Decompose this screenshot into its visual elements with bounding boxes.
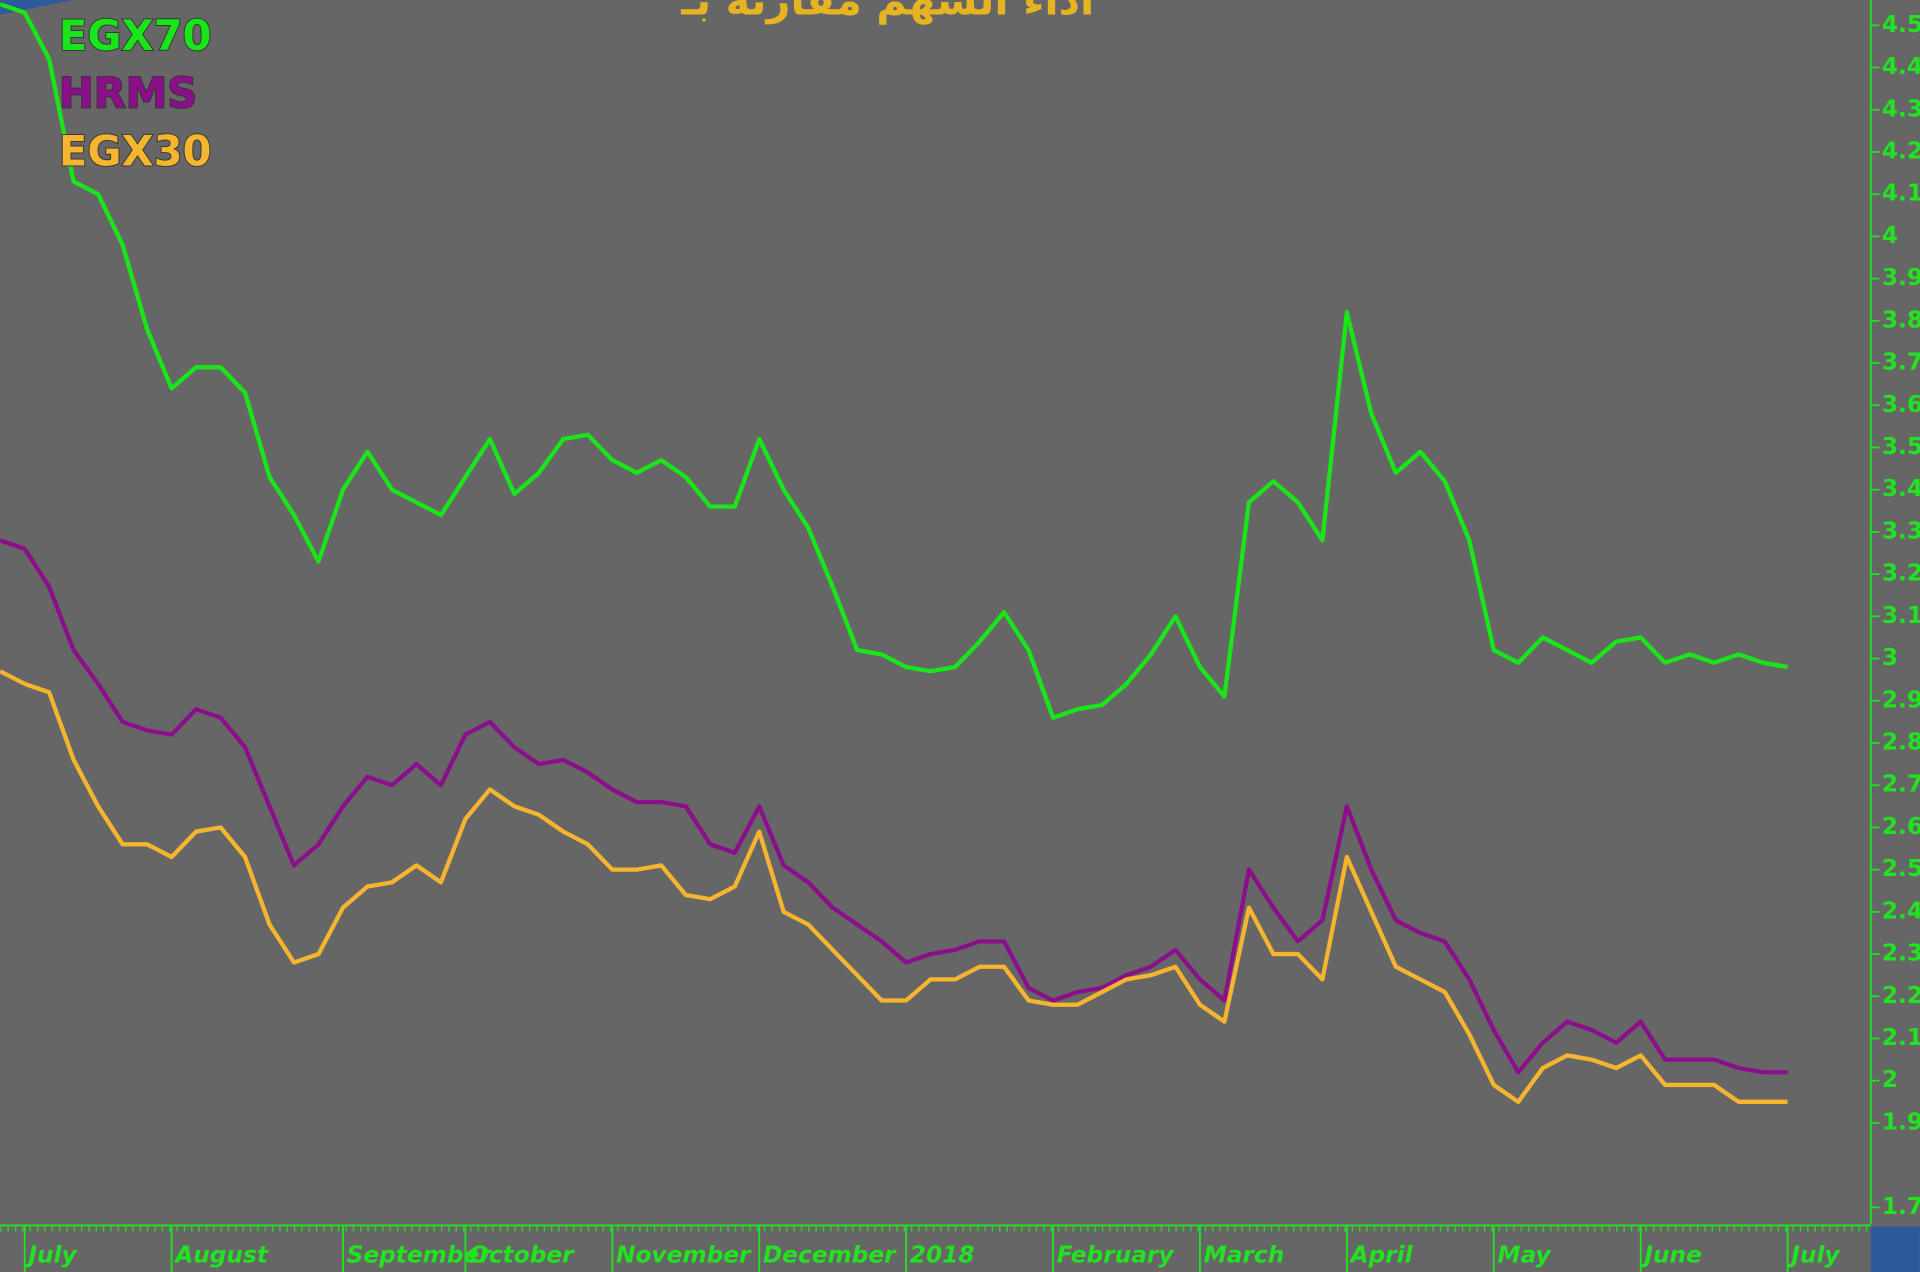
y-tick-label: 2.1 (1882, 1024, 1920, 1051)
x-tick-label: 2018 (910, 1242, 975, 1269)
y-tick-label: 2.9 (1882, 686, 1920, 713)
x-tick-label: November (616, 1242, 752, 1269)
y-tick-label: 4 (1882, 222, 1898, 249)
y-tick-label: 3.2 (1882, 560, 1920, 587)
x-tick-label: October (469, 1242, 575, 1269)
x-tick-label: April (1349, 1242, 1414, 1269)
y-tick-label: 2.6 (1882, 813, 1920, 840)
y-tick-label: 2.5 (1882, 855, 1920, 882)
y-tick-label: 3.8 (1882, 306, 1920, 333)
y-tick-label: 3.9 (1882, 264, 1920, 291)
y-tick-label: 2.4 (1882, 897, 1920, 924)
y-tick-label: 2.3 (1882, 940, 1920, 967)
y-tick-label: 1.9 (1882, 1108, 1920, 1135)
x-tick-label: July (24, 1242, 77, 1269)
series-line (0, 2, 1788, 720)
y-tick-label: 3.6 (1882, 391, 1920, 418)
y-tick-label: 2.8 (1882, 728, 1920, 755)
x-tick-label: December (763, 1242, 897, 1269)
series-line (0, 669, 1788, 1104)
y-tick-label: 4.2 (1882, 137, 1920, 164)
y-tick-label: 3.1 (1882, 602, 1920, 629)
y-tick-label: 3.7 (1882, 349, 1920, 376)
y-tick-label: 2.2 (1882, 982, 1920, 1009)
x-tick-label: July (1787, 1242, 1840, 1269)
x-minor-ticks (0, 1226, 1871, 1236)
legend-label: EGX70 (59, 11, 212, 60)
y-tick-label: 4.3 (1882, 95, 1920, 122)
x-tick-label: August (173, 1242, 269, 1269)
y-tick-label: 2 (1882, 1066, 1898, 1093)
y-tick-label: 3.5 (1882, 433, 1920, 460)
y-tick-label: 3.4 (1882, 475, 1920, 502)
x-tick-label: May (1497, 1242, 1551, 1269)
y-tick-label: 4.5 (1882, 11, 1920, 38)
y-tick-label: 3.3 (1882, 517, 1920, 544)
x-tick-label: June (1640, 1242, 1702, 1269)
corner-box (1870, 1226, 1920, 1272)
y-tick-label: 1.7 (1882, 1193, 1920, 1220)
y-tick-label: 4.1 (1882, 180, 1920, 207)
chart-title: اداء السهم مقارنة بـ (680, 0, 1094, 26)
legend-label: EGX30 (59, 126, 212, 175)
legend-label: HRMS (59, 69, 197, 118)
series-line (0, 538, 1788, 1075)
x-tick-label: February (1057, 1242, 1175, 1269)
x-tick-label: September (347, 1242, 493, 1269)
y-tick-label: 2.7 (1882, 771, 1920, 798)
x-tick-label: March (1204, 1242, 1285, 1269)
y-tick-label: 4.4 (1882, 53, 1920, 80)
y-tick-label: 3 (1882, 644, 1898, 671)
